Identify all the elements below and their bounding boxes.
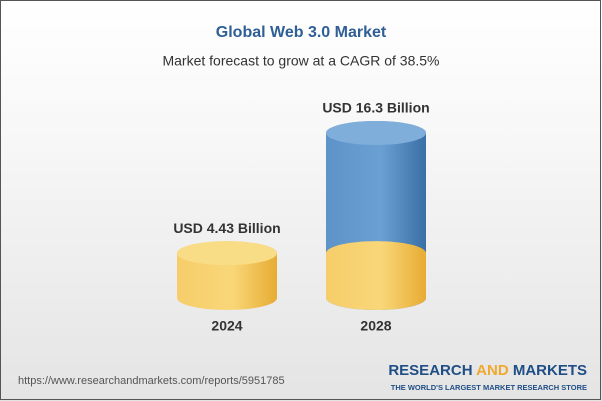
chart-title: Global Web 3.0 Market [216,24,387,41]
cylinder-base-segment [326,241,426,310]
category-label: 2028 [360,318,391,334]
value-label: USD 4.43 Billion [173,220,280,236]
cylinder-top [177,241,277,266]
tagline: THE WORLD'S LARGEST MARKET RESEARCH STOR… [391,383,587,392]
brand: RESEARCH AND MARKETS [388,362,587,379]
value-label: USD 16.3 Billion [322,100,429,116]
chart-subtitle: Market forecast to grow at a CAGR of 38.… [162,53,439,69]
brand-part: AND [476,362,509,379]
category-label: 2024 [211,318,242,334]
source-url: https://www.researchandmarkets.com/repor… [18,375,285,387]
plot: USD 4.43 Billion 2024 USD 16.3 Billion 2028 [173,100,429,334]
brand-part: RESEARCH [388,362,472,379]
brand-part: MARKETS [513,362,587,379]
cylinder-top [326,121,426,145]
